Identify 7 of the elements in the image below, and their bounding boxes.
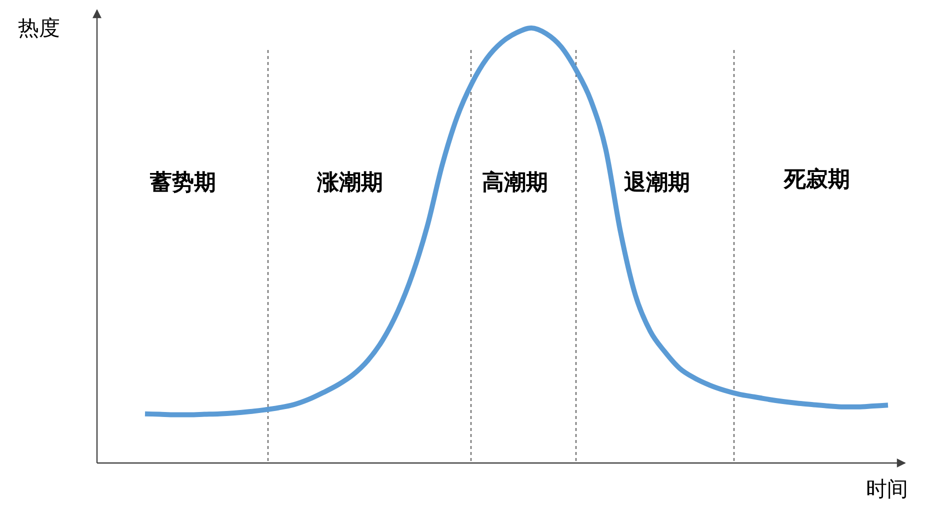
annotation: 死寂期 xyxy=(783,166,850,192)
annotation: 高潮期 xyxy=(482,170,548,196)
annotation: 蓄势期 xyxy=(149,170,216,196)
x-axis-title: 时间 xyxy=(866,477,908,501)
y-axis-title: 热度 xyxy=(18,16,60,40)
annotation: 退潮期 xyxy=(624,170,690,196)
annotation: 涨潮期 xyxy=(316,170,383,196)
